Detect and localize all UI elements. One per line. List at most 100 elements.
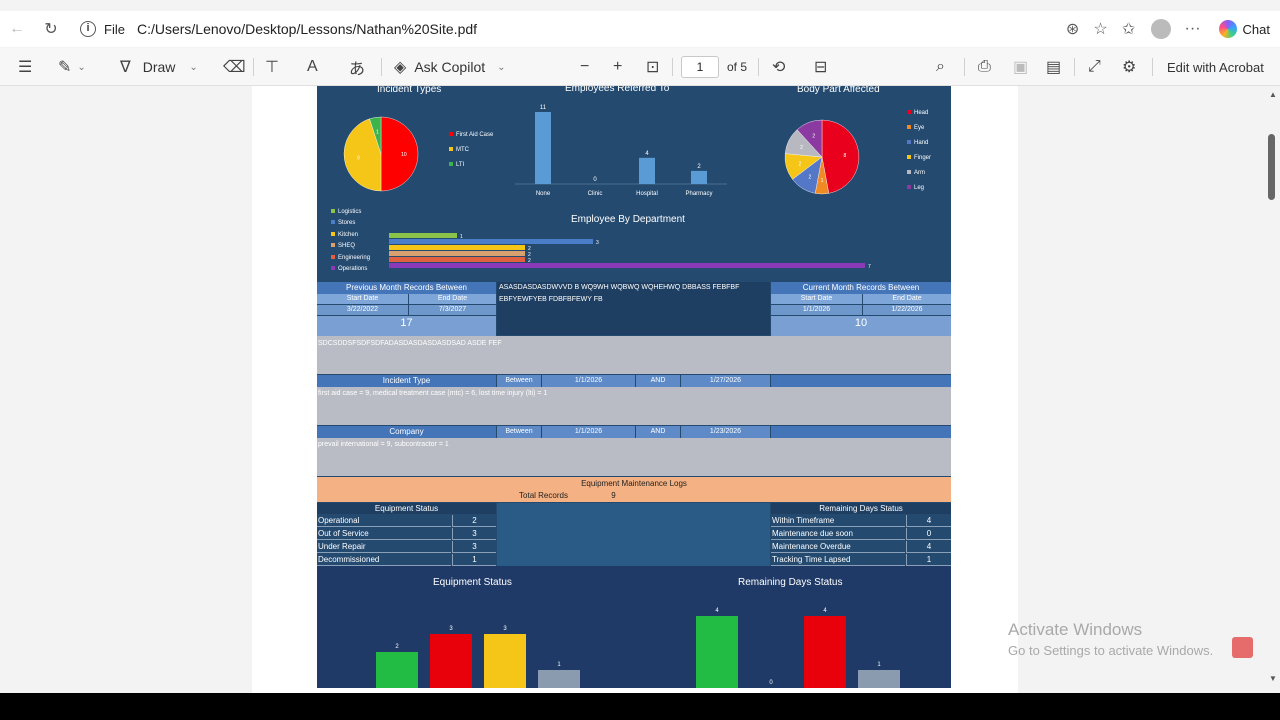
employees-referred-chart: 11 None 0 Clinic 4 Hospital 2 Pharmacy: [515, 105, 727, 197]
remaining-days-chart-title: Remaining Days Status: [738, 577, 843, 588]
legend-swatch: [907, 140, 911, 144]
page-view-icon[interactable]: ⊟: [814, 59, 828, 76]
file-label: File: [104, 21, 125, 37]
settings-gear-icon[interactable]: ⚙: [1122, 59, 1137, 76]
notes-box: ASASDASDASDWVVD B WQ9WH WQBWQ WQHEHWQ DB…: [497, 282, 770, 335]
row-value: 4: [906, 515, 951, 527]
bar-logistics: [389, 233, 457, 238]
scroll-down-icon[interactable]: ▼: [1269, 674, 1277, 683]
summary-text-1: SDCSDDSFSDFSDFADASDASDASDASDSAD ASDE FEF: [318, 340, 502, 347]
company-label: Company: [317, 426, 496, 438]
edit-with-acrobat-button[interactable]: Edit with Acrobat: [1167, 59, 1264, 75]
bar-value-label: 3: [596, 240, 599, 246]
translate-icon[interactable]: あ: [349, 61, 366, 78]
row-label: Maintenance due soon: [771, 528, 905, 540]
favorite-star-icon[interactable]: ☆: [1093, 21, 1108, 38]
legend-swatch: [449, 162, 453, 166]
back-icon[interactable]: ←: [9, 20, 25, 37]
maintenance-header-band: [317, 477, 951, 502]
copilot-icon: [1218, 20, 1237, 38]
pie-slice-first-aid-case: [380, 116, 419, 192]
save-icon[interactable]: ▣: [1013, 59, 1029, 76]
legend-swatch: [907, 185, 911, 189]
toolbar-divider: [1074, 58, 1075, 76]
remaining-days-chart: 4 0 4 1: [696, 608, 900, 688]
bar-value-label: 2: [528, 258, 531, 264]
bar-sheq: [389, 251, 525, 256]
row-label: Operational: [317, 515, 451, 527]
row-value: 3: [452, 528, 496, 540]
search-icon[interactable]: ⌕: [936, 58, 945, 75]
acrobat-icon[interactable]: [1232, 637, 1253, 658]
zoom-in-icon[interactable]: +: [613, 58, 623, 75]
legend-label: LTI: [456, 162, 465, 168]
pdf-page: Incident Types 10 9 1 First Aid Case MTC LTI…: [317, 86, 951, 688]
bar-engineering: [389, 257, 525, 262]
bar-tracking-time-lapsed: [858, 670, 900, 688]
save-as-icon[interactable]: ▤: [1046, 59, 1062, 76]
info-icon[interactable]: i: [80, 21, 96, 37]
rotate-icon[interactable]: ⟲: [772, 59, 786, 76]
text-box-icon[interactable]: ⊤: [265, 59, 279, 76]
scrollbar-thumb[interactable]: [1268, 134, 1275, 200]
copilot-chat-button[interactable]: Chat: [1218, 20, 1270, 38]
print-icon[interactable]: ⎙: [978, 58, 991, 75]
bar-operations: [389, 263, 865, 268]
equipment-status-chart-title: Equipment Status: [433, 577, 512, 588]
ask-copilot-button[interactable]: ◈ Ask Copilot ⌄: [394, 48, 506, 86]
legend-item-finger: Finger: [907, 155, 931, 161]
bar-value-label: 1: [460, 234, 463, 240]
bar-value-label: 2: [395, 644, 399, 650]
highlight-tool[interactable]: ✎ ⌄: [58, 48, 86, 86]
pie-slice-label: 1: [376, 129, 379, 135]
row-label: Under Repair: [317, 541, 451, 553]
row-label: Decommissioned: [317, 554, 451, 566]
url-text[interactable]: C:/Users/Lenovo/Desktop/Lessons/Nathan%2…: [136, 21, 478, 37]
table-row: Maintenance Overdue 4: [771, 541, 951, 553]
table-row: Out of Service 3: [317, 528, 496, 540]
page-number-input[interactable]: 1: [681, 56, 719, 78]
chevron-down-icon: ⌄: [189, 61, 198, 73]
legend-swatch: [331, 254, 335, 259]
zoom-out-icon[interactable]: −: [580, 58, 590, 75]
maintenance-center-box: [497, 503, 770, 566]
incident-row-blank: [771, 375, 951, 387]
x-tick-label: Clinic: [588, 191, 603, 197]
row-value: 1: [452, 554, 496, 566]
company-and: AND: [636, 426, 680, 438]
prev-count: 17: [317, 316, 496, 336]
vertical-scrollbar[interactable]: ▲ ▼: [1266, 86, 1280, 693]
profile-avatar[interactable]: [1150, 19, 1171, 39]
legend-label: Finger: [914, 155, 932, 161]
read-aloud-icon[interactable]: A: [307, 58, 318, 75]
toolbar-divider: [253, 58, 254, 76]
scroll-up-icon[interactable]: ▲: [1269, 90, 1277, 99]
bar-under-repair: [484, 634, 526, 688]
employee-by-department-title: Employee By Department: [571, 214, 685, 225]
fit-page-icon[interactable]: ⊡: [646, 59, 660, 76]
bar-value-label: 1: [877, 662, 881, 668]
draw-tool[interactable]: ∇ Draw ⌄: [120, 48, 198, 86]
incident-between: Between: [497, 375, 541, 387]
pie-slice-label: 1: [821, 178, 824, 184]
fullscreen-icon[interactable]: ⤢: [1088, 58, 1101, 75]
bar-out-of-service: [430, 634, 472, 688]
prev-end-date: 7/3/2027: [409, 305, 496, 315]
eraser-icon[interactable]: ⌫: [223, 59, 246, 76]
cur-start-label: Start Date: [771, 294, 862, 304]
pie-slice-mtc: [343, 118, 382, 192]
address-bar: ← ↻ i File C:/Users/Lenovo/Desktop/Lesso…: [0, 11, 1280, 47]
read-aloud-icon[interactable]: ⊛: [1065, 21, 1080, 38]
refresh-icon[interactable]: ↻: [44, 21, 58, 38]
favorites-icon[interactable]: ✩: [1121, 21, 1136, 38]
draw-label: Draw: [142, 59, 176, 75]
pie-slice-label: 8: [843, 153, 846, 159]
bar-stores: [389, 239, 593, 244]
pie-slice-label: 2: [812, 134, 815, 140]
legend-item-sheq: SHEQ: [331, 243, 355, 249]
incident-types-title: Incident Types: [377, 86, 442, 95]
previous-month-header: Previous Month Records Between: [317, 282, 496, 294]
contents-icon[interactable]: ☰: [18, 59, 33, 76]
more-icon[interactable]: ···: [1184, 20, 1201, 37]
